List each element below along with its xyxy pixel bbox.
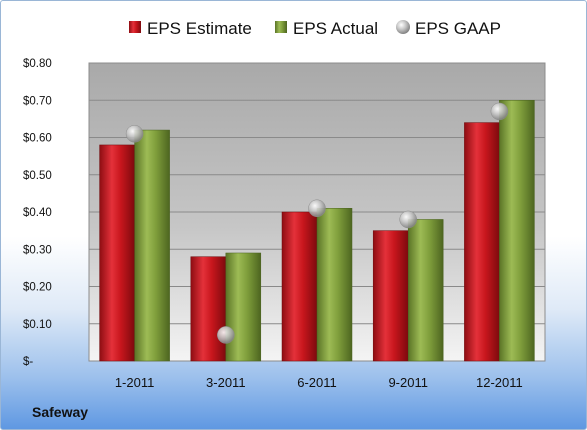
legend-label-eps-gaap: EPS GAAP [415, 19, 501, 38]
marker-eps-gaap-9-2011 [399, 210, 417, 229]
bar-eps-actual-3-2011 [225, 252, 262, 362]
bar-eps-actual-6-2011 [316, 208, 353, 362]
x-tick-label: 6-2011 [297, 375, 337, 390]
x-tick-label: 12-2011 [476, 375, 523, 390]
y-tick-label: $0.30 [23, 244, 52, 256]
y-tick-label: $0.80 [23, 58, 52, 70]
y-tick-label: $0.50 [23, 170, 52, 182]
x-tick-label: 1-2011 [115, 375, 155, 390]
legend-swatch-eps-estimate [129, 21, 141, 33]
bar-eps-actual-1-2011 [134, 129, 170, 362]
y-tick-label: $0.20 [23, 282, 52, 294]
bars [99, 100, 535, 362]
x-tick-label: 3-2011 [206, 375, 246, 390]
x-axis-ticks: 1-2011 3-2011 6-2011 9-2011 12-2011 [115, 375, 523, 390]
y-tick-label: $0.10 [23, 319, 52, 331]
y-tick-label: $0.60 [23, 133, 52, 145]
y-tick-label: $0.70 [23, 95, 52, 107]
y-tick-label: $- [23, 356, 33, 368]
marker-eps-gaap-12-2011 [490, 102, 509, 121]
legend-label-eps-estimate: EPS Estimate [147, 19, 252, 38]
marker-eps-gaap-6-2011 [308, 199, 326, 218]
marker-eps-gaap-3-2011 [217, 326, 235, 344]
bar-eps-estimate-3-2011 [190, 256, 227, 362]
legend-label-eps-actual: EPS Actual [293, 19, 378, 38]
legend-swatch-eps-gaap [396, 20, 410, 34]
bar-eps-actual-9-2011 [407, 219, 444, 362]
bar-eps-estimate-1-2011 [99, 144, 135, 362]
marker-eps-gaap-1-2011 [125, 125, 144, 143]
legend: EPS Estimate EPS Actual EPS GAAP [129, 19, 501, 38]
x-tick-label: 9-2011 [388, 375, 428, 390]
company-name: Safeway [32, 404, 88, 420]
bar-eps-estimate-12-2011 [464, 122, 500, 362]
y-axis-ticks: $- $0.10 $0.20 $0.30 $0.40 $0.50 $0.60 $0.70 $0.… [23, 58, 52, 368]
y-tick-label: $0.40 [23, 207, 52, 219]
bar-eps-estimate-9-2011 [372, 230, 409, 362]
bar-eps-actual-12-2011 [499, 100, 535, 362]
gaap-markers [125, 102, 509, 344]
bar-eps-estimate-6-2011 [281, 211, 318, 362]
legend-swatch-eps-actual [275, 21, 287, 33]
